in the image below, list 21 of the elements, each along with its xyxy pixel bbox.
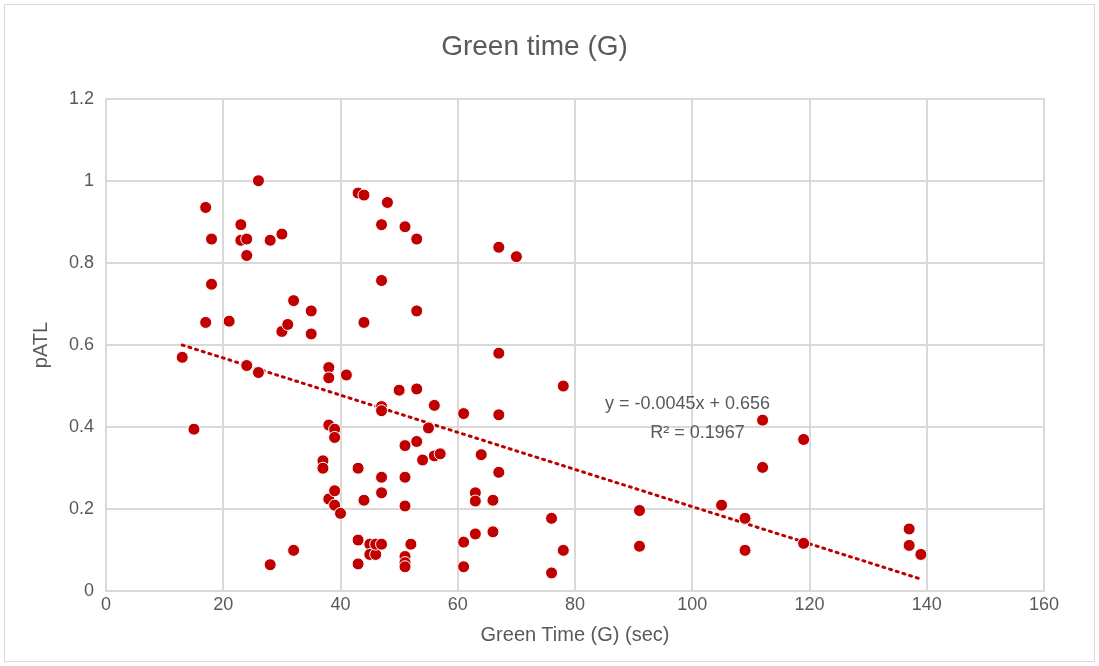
x-tick-label: 100 [677,594,708,615]
annotation: y = -0.0045x + 0.656 [605,393,771,414]
y-tick-label: 0.8 [68,251,95,272]
x-tick-label: 20 [213,594,234,615]
y-tick-label: 1 [84,169,95,190]
y-tick-label: 0 [84,580,95,601]
y-tick-label: 0.6 [68,333,95,354]
annotation: R² = 0.1967 [650,422,745,443]
x-tick-label: 80 [565,594,586,615]
x-tick-label: 160 [1028,594,1060,615]
x-tick-label: 120 [794,594,825,615]
x-tick-label: 60 [447,594,468,615]
x-tick-label: 0 [101,594,112,615]
chart-title: Green time (G) [441,29,628,61]
y-axis-title: pATL [28,321,51,369]
y-tick-label: 0.2 [68,498,95,519]
x-axis-title: Green Time (G) (sec) [480,622,670,645]
y-tick-label: 1.2 [68,87,95,108]
x-tick-label: 140 [911,594,942,615]
x-tick-label: 40 [330,594,351,615]
y-tick-label: 0.4 [68,416,95,437]
